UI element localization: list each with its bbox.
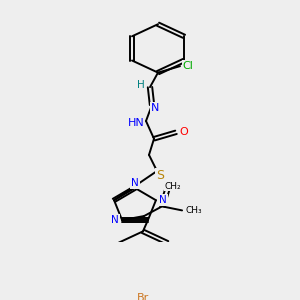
Text: CH₂: CH₂	[165, 182, 182, 191]
Text: HN: HN	[128, 118, 144, 128]
Text: O: O	[180, 127, 188, 137]
Text: N: N	[151, 103, 159, 113]
Text: H: H	[137, 80, 145, 90]
Text: CH₃: CH₃	[186, 206, 202, 215]
Text: N: N	[159, 195, 167, 205]
Text: N: N	[111, 215, 119, 225]
Text: S: S	[156, 169, 164, 182]
Text: Cl: Cl	[183, 61, 194, 71]
Text: Br: Br	[137, 292, 149, 300]
Text: N: N	[131, 178, 139, 188]
